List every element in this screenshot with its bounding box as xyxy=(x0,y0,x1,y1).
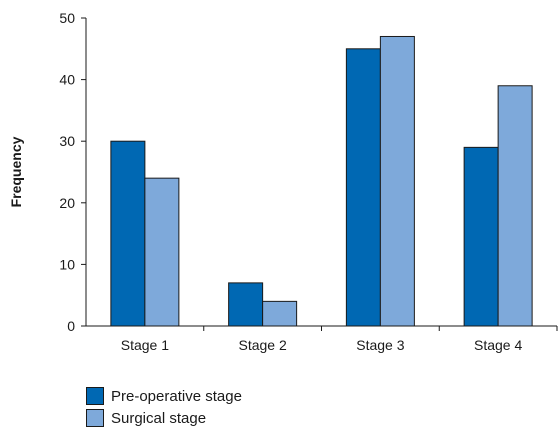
legend-label-pre-operative: Pre-operative stage xyxy=(111,387,242,405)
legend-item-pre-operative: Pre-operative stage xyxy=(86,386,242,406)
y-axis-title: Frequency xyxy=(8,136,24,207)
y-tick-label-0: 0 xyxy=(67,318,75,334)
bar-pre-operative-1 xyxy=(110,140,146,327)
x-tick-label-1: Stage 1 xyxy=(121,337,169,353)
legend: Pre-operative stage Surgical stage xyxy=(86,386,242,430)
bar-pre-operative-4 xyxy=(463,146,499,327)
y-tick-label-50: 50 xyxy=(59,10,75,26)
bar-surgical-3 xyxy=(379,35,415,327)
bar-pre-operative-3 xyxy=(345,48,381,327)
y-tick-label-20: 20 xyxy=(59,195,75,211)
legend-swatch-surgical xyxy=(86,409,104,427)
plot-area: 0 10 20 30 40 50 Stage 1 Stage 2 Stage 3 Stage 4 xyxy=(59,10,558,353)
legend-swatch-pre-operative xyxy=(86,387,104,405)
bar-pre-operative-2 xyxy=(228,282,264,327)
bar-surgical-1 xyxy=(144,177,180,327)
bar-surgical-2 xyxy=(262,300,298,327)
legend-item-surgical: Surgical stage xyxy=(86,408,242,428)
y-tick-label-10: 10 xyxy=(59,256,75,272)
legend-label-surgical: Surgical stage xyxy=(111,409,207,427)
x-tick-label-3: Stage 3 xyxy=(356,337,404,353)
y-tick-label-30: 30 xyxy=(59,133,75,149)
y-tick-label-40: 40 xyxy=(59,72,75,88)
bar-surgical-4 xyxy=(497,85,533,327)
x-tick-label-4: Stage 4 xyxy=(474,337,522,353)
x-tick-label-2: Stage 2 xyxy=(238,337,286,353)
